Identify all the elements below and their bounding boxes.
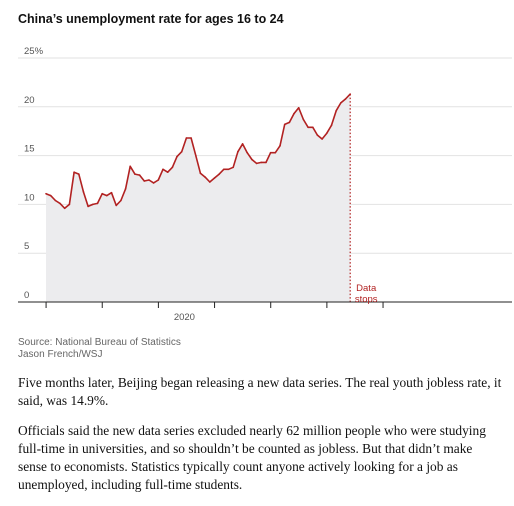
data-point	[78, 173, 80, 175]
data-point	[129, 165, 131, 168]
data-point	[302, 118, 305, 121]
series-line	[45, 93, 351, 210]
data-point	[162, 168, 164, 171]
data-point	[134, 173, 136, 175]
chart-title: China’s unemployment rate for ages 16 to…	[18, 12, 284, 26]
data-point	[59, 202, 61, 205]
data-point	[82, 190, 85, 193]
author-credit: Jason French/WSJ	[18, 349, 103, 360]
data-point	[265, 161, 267, 164]
y-tick-label: 0	[24, 290, 29, 301]
data-point	[307, 126, 309, 129]
data-point	[209, 181, 211, 183]
data-point	[241, 143, 244, 145]
data-point	[330, 124, 333, 127]
data-point	[143, 180, 146, 182]
source-credit: Source: National Bureau of Statistics Ja…	[18, 337, 181, 361]
data-point	[260, 161, 263, 164]
data-point	[96, 202, 99, 205]
data-point	[321, 138, 323, 140]
data-point	[335, 109, 338, 112]
data-point	[204, 176, 206, 178]
data-point	[68, 203, 71, 206]
article-paragraph-1: Five months later, Beijing began releasi…	[18, 375, 502, 408]
y-tick-label: 20	[24, 95, 35, 106]
y-tick-label: 15	[24, 144, 35, 155]
data-point	[92, 203, 94, 206]
data-point	[148, 179, 150, 181]
annotation-data-stops: Data	[356, 283, 377, 294]
data-point	[157, 179, 160, 181]
data-point	[185, 137, 188, 139]
data-point	[54, 199, 57, 202]
data-point	[110, 191, 113, 194]
data-point	[106, 194, 108, 197]
data-point	[152, 182, 155, 184]
data-point	[45, 192, 47, 195]
data-point	[340, 102, 342, 104]
data-point	[223, 168, 225, 171]
data-point	[279, 145, 281, 147]
data-point	[232, 166, 234, 169]
data-point	[344, 98, 347, 100]
data-point	[218, 173, 220, 175]
data-point	[274, 151, 277, 154]
data-point	[316, 134, 319, 136]
data-point	[288, 121, 291, 124]
data-point	[166, 171, 169, 173]
data-point	[101, 192, 103, 195]
data-point	[227, 168, 230, 171]
data-point	[87, 205, 89, 208]
data-point	[180, 150, 183, 153]
data-point	[115, 204, 117, 207]
y-tick-label: 5	[24, 241, 29, 252]
data-point	[246, 151, 248, 154]
source-text: Source: National Bureau of Statistics	[18, 337, 181, 348]
data-point	[283, 123, 286, 126]
y-tick-label: 25%	[24, 46, 44, 57]
data-point	[269, 151, 272, 154]
data-point	[176, 155, 178, 158]
data-point	[171, 166, 174, 169]
data-point	[73, 171, 75, 173]
article-paragraph-2: Officials said the new data series exclu…	[18, 423, 486, 492]
data-point	[312, 126, 314, 129]
article-body: Five months later, Beijing began releasi…	[18, 374, 502, 506]
data-point	[190, 137, 192, 139]
data-point	[199, 172, 202, 174]
data-point	[120, 199, 122, 202]
data-point	[138, 174, 141, 176]
y-tick-label: 10	[24, 192, 35, 203]
data-point	[237, 150, 239, 153]
data-point	[63, 207, 66, 210]
data-point	[124, 188, 127, 190]
area-fill	[46, 94, 351, 302]
data-point	[195, 154, 197, 157]
annotation-data-stops: stops	[355, 294, 378, 305]
data-point	[293, 112, 295, 115]
data-point	[255, 162, 258, 165]
data-point	[49, 194, 52, 197]
data-point	[297, 107, 300, 109]
data-point	[251, 158, 253, 161]
data-point	[326, 132, 328, 134]
data-point	[349, 93, 352, 95]
data-point	[213, 177, 216, 179]
x-tick-label: 2020	[174, 312, 195, 323]
